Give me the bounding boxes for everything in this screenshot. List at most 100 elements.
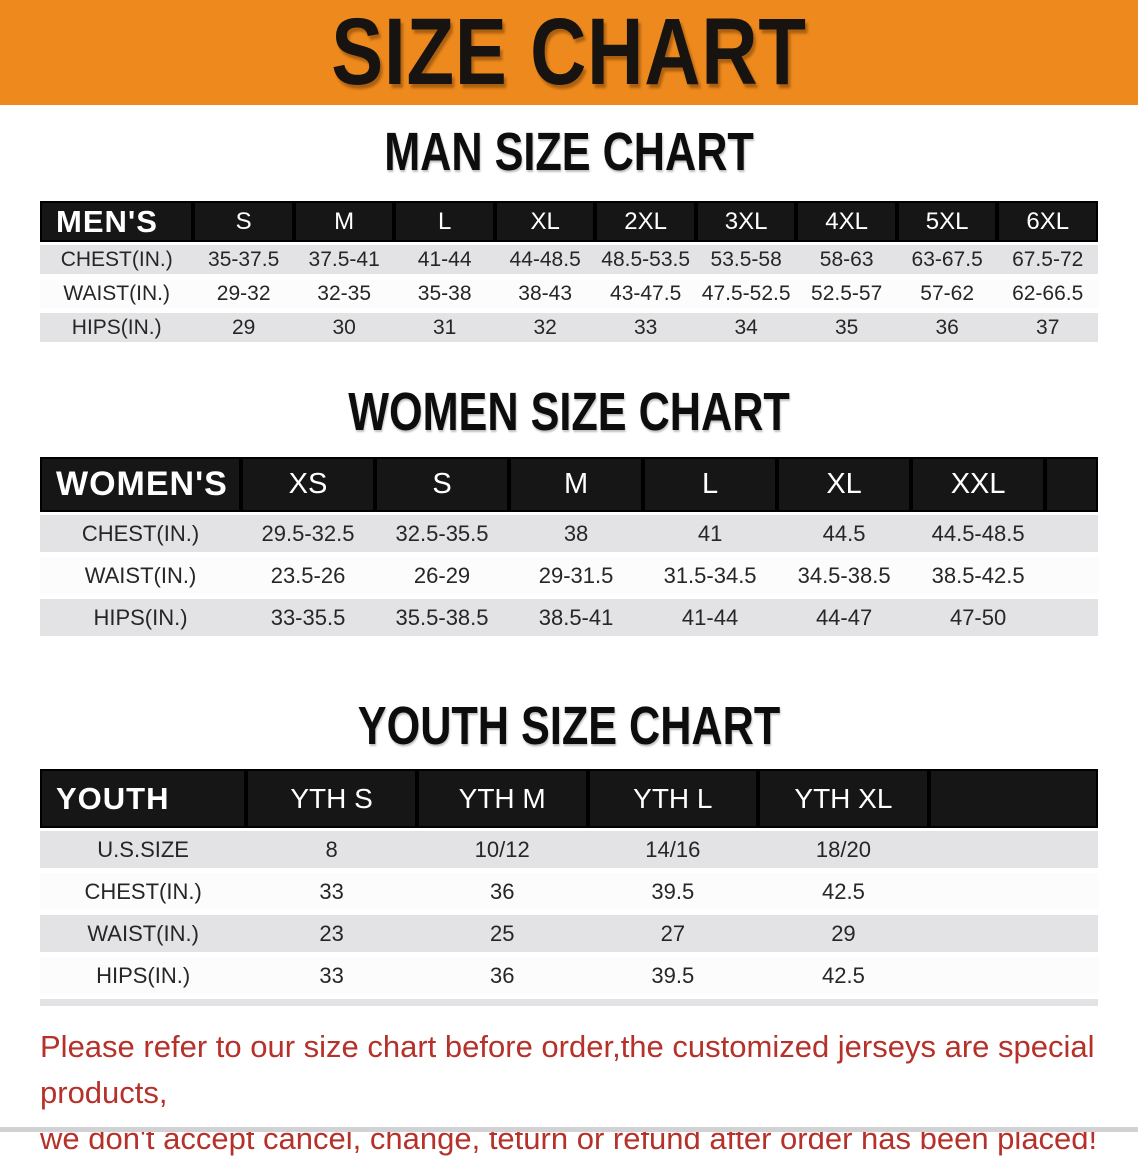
column-header-yth-xl: YTH XL [758, 769, 929, 831]
column-header-yth-m: YTH M [416, 769, 588, 831]
measurement-value: 23.5-26 [241, 557, 376, 599]
measurement-value: 32 [494, 313, 596, 347]
measurement-value: 35.5-38.5 [375, 599, 510, 641]
column-header-s: S [193, 201, 294, 245]
measurement-value: 38-43 [494, 279, 596, 313]
measurement-value: 57-62 [896, 279, 998, 313]
column-header-xxl: XXL [911, 457, 1046, 515]
measurement-value: 37.5-41 [293, 245, 395, 279]
measurement-value: 41-44 [394, 245, 495, 279]
measurement-value: 33 [246, 957, 417, 999]
row-label-waist-in: WAIST(IN.) [40, 279, 194, 313]
column-header-m: M [293, 201, 395, 245]
column-header-yth-s: YTH S [246, 769, 417, 831]
row-waist-in: WAIST(IN.) 29-32 32-35 35-38 38-43 43-47.5 47.… [40, 279, 1098, 313]
measurement-value: 42.5 [758, 873, 929, 915]
row-label-hips-in: HIPS(IN.) [40, 957, 247, 999]
column-header-yth-l: YTH L [587, 769, 759, 831]
column-header-xl: XL [494, 201, 596, 245]
column-header-l: L [394, 201, 495, 245]
measurement-value: 32.5-35.5 [375, 515, 510, 557]
column-header-xs: XS [241, 457, 376, 515]
disclaimer-line-2: we don't accept cancel, change, teturn o… [40, 1121, 1098, 1156]
youth-size-table: YOUTH YTH S YTH M YTH L YTH XL U.S.SIZE 8 10/12… [40, 769, 1098, 999]
measurement-value: 31 [394, 313, 495, 347]
measurement-value: 44.5 [777, 515, 912, 557]
row-chest-in: CHEST(IN.) 29.5-32.5 32.5-35.5 38 41 44.5 44.5… [40, 515, 1098, 557]
row-label-u-s-size: U.S.SIZE [40, 831, 247, 873]
measurement-value: 44-48.5 [494, 245, 596, 279]
youth-size-chart-heading-text: YOUTH SIZE CHART [357, 696, 781, 756]
footer-disclaimer: Please refer to our size chart before or… [40, 1024, 1098, 1162]
measurement-value: 36 [416, 957, 588, 999]
row-chest-in: CHEST(IN.) 35-37.5 37.5-41 41-44 44-48.5 48.5… [40, 245, 1098, 279]
measurement-value: 63-67.5 [896, 245, 998, 279]
measurement-value: 38.5-42.5 [911, 557, 1046, 599]
spacer-cell [928, 769, 1098, 831]
row-label-waist-in: WAIST(IN.) [40, 557, 242, 599]
measurement-value: 33 [246, 873, 417, 915]
measurement-value: 34.5-38.5 [777, 557, 912, 599]
column-header-l: L [643, 457, 778, 515]
banner-title: SIZE CHART [331, 0, 807, 105]
measurement-value: 47.5-52.5 [695, 279, 797, 313]
measurement-value: 44-47 [777, 599, 912, 641]
row-hips-in: HIPS(IN.) 33-35.5 35.5-38.5 38.5-41 41-44 44-… [40, 599, 1098, 641]
measurement-value: 41-44 [643, 599, 778, 641]
measurement-value: 8 [246, 831, 417, 873]
size-chart-banner: SIZE CHART [0, 0, 1138, 105]
row-hips-in: HIPS(IN.) 29 30 31 32 33 34 35 36 37 [40, 313, 1098, 347]
measurement-value: 52.5-57 [796, 279, 897, 313]
measurement-value: 38.5-41 [509, 599, 644, 641]
measurement-value: 67.5-72 [997, 245, 1098, 279]
measurement-value: 36 [416, 873, 588, 915]
row-label-hips-in: HIPS(IN.) [40, 599, 242, 641]
measurement-value: 30 [293, 313, 395, 347]
man-size-chart-heading: MAN SIZE CHART [0, 125, 1138, 179]
table-title-youth: YOUTH [40, 769, 247, 831]
row-waist-in: WAIST(IN.) 23.5-26 26-29 29-31.5 31.5-34.5 34… [40, 557, 1098, 599]
spacer-cell [928, 957, 1098, 999]
column-header-3xl: 3XL [695, 201, 797, 245]
measurement-value: 58-63 [796, 245, 897, 279]
column-header-m: M [509, 457, 644, 515]
column-header-s: S [375, 457, 510, 515]
size-header-row: MEN'S S M L XL 2XL 3XL 4XL 5XL 6XL [40, 201, 1098, 245]
spacer-cell [928, 831, 1098, 873]
size-header-row: YOUTH YTH S YTH M YTH L YTH XL [40, 769, 1098, 831]
measurement-value: 33-35.5 [241, 599, 376, 641]
measurement-value: 32-35 [293, 279, 395, 313]
measurement-value: 26-29 [375, 557, 510, 599]
disclaimer-line-1: Please refer to our size chart before or… [40, 1029, 1095, 1110]
column-header-5xl: 5XL [896, 201, 998, 245]
measurement-value: 29.5-32.5 [241, 515, 376, 557]
row-label-chest-in: CHEST(IN.) [40, 873, 247, 915]
measurement-value: 43-47.5 [595, 279, 696, 313]
row-u-s-size: U.S.SIZE 8 10/12 14/16 18/20 [40, 831, 1098, 873]
page-bottom-edge [0, 1127, 1138, 1132]
measurement-value: 25 [416, 915, 588, 957]
measurement-value: 42.5 [758, 957, 929, 999]
measurement-value: 34 [695, 313, 797, 347]
table-title-men-s: MEN'S [40, 201, 194, 245]
measurement-value: 39.5 [587, 873, 759, 915]
women-size-chart-heading: WOMEN SIZE CHART [0, 385, 1138, 439]
measurement-value: 29 [758, 915, 929, 957]
women-size-chart-heading-text: WOMEN SIZE CHART [348, 382, 790, 442]
table-title-women-s: WOMEN'S [40, 457, 242, 515]
column-header-xl: XL [777, 457, 912, 515]
man-size-chart-heading-text: MAN SIZE CHART [384, 122, 754, 182]
measurement-value: 35-37.5 [193, 245, 294, 279]
measurement-value: 41 [643, 515, 778, 557]
row-label-waist-in: WAIST(IN.) [40, 915, 247, 957]
measurement-value: 48.5-53.5 [595, 245, 696, 279]
row-waist-in: WAIST(IN.) 23 25 27 29 [40, 915, 1098, 957]
table-bottom-strip [40, 999, 1098, 1006]
column-header-2xl: 2XL [595, 201, 696, 245]
row-label-chest-in: CHEST(IN.) [40, 515, 242, 557]
measurement-value: 10/12 [416, 831, 588, 873]
row-label-hips-in: HIPS(IN.) [40, 313, 194, 347]
measurement-value: 29-32 [193, 279, 294, 313]
mens-size-table: MEN'S S M L XL 2XL 3XL 4XL 5XL 6XL CHEST(IN.) 35-37… [40, 201, 1098, 347]
measurement-value: 37 [997, 313, 1098, 347]
